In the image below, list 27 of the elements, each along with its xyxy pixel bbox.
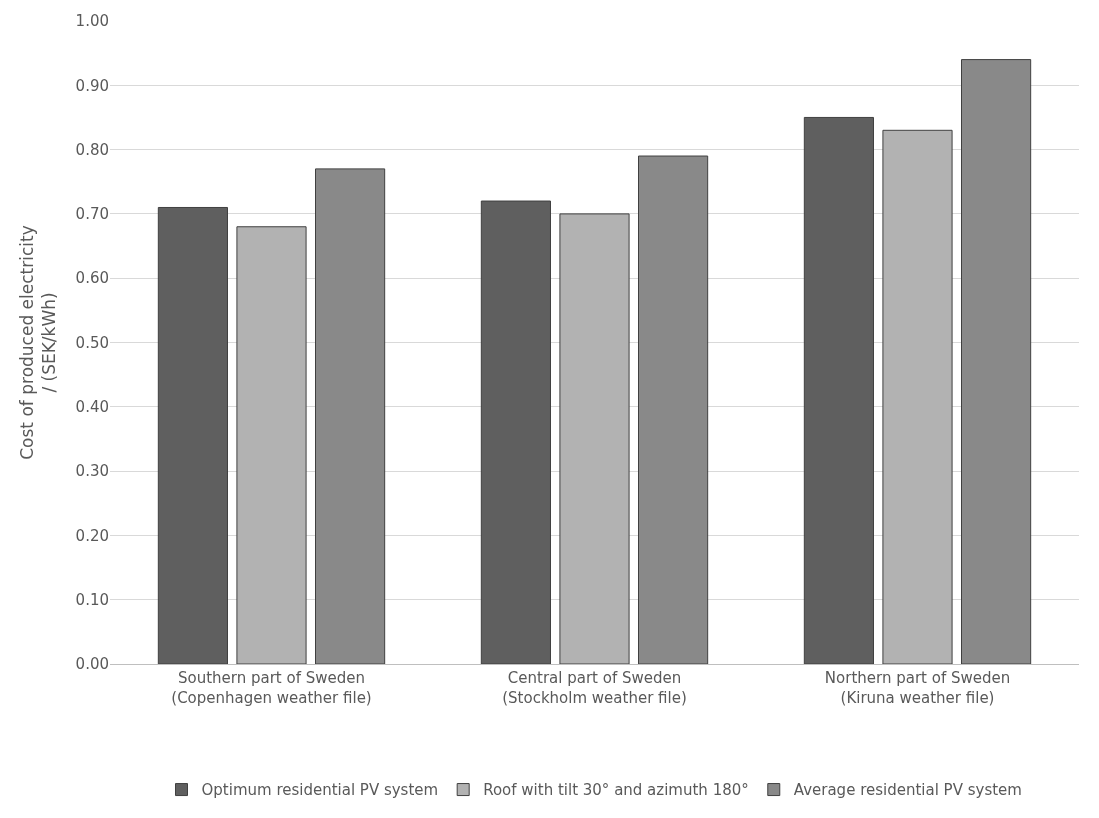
bar <box>803 116 874 664</box>
y-tick-label: 0.20 <box>75 526 109 545</box>
y-tick-label: 1.00 <box>75 12 109 31</box>
bar <box>638 155 709 664</box>
bar <box>236 226 307 664</box>
y-tick-label: 0.30 <box>75 462 109 481</box>
bar <box>559 213 630 664</box>
bar <box>961 59 1032 664</box>
x-tick-label: Central part of Sweden (Stockholm weather file) <box>502 669 687 707</box>
x-tick-label: Southern part of Sweden (Copenhagen weather file) <box>171 669 372 707</box>
y-tick-label: 0.40 <box>75 398 109 417</box>
y-tick-label: 0.00 <box>75 655 109 674</box>
bar <box>157 206 228 664</box>
legend-label: Roof with tilt 30° and azimuth 180° <box>483 781 749 800</box>
y-axis-title: Cost of produced electricity / (SEK/kWh) <box>17 225 60 460</box>
y-tick-label: 0.50 <box>75 333 109 352</box>
legend-label: Optimum residential PV system <box>201 781 439 800</box>
bar <box>315 168 386 664</box>
y-tick-label: 0.80 <box>75 140 109 159</box>
y-tick-label: 0.10 <box>75 590 109 609</box>
x-tick-label: Northern part of Sweden (Kiruna weather file) <box>824 669 1011 707</box>
y-tick-label: 0.90 <box>75 76 109 95</box>
y-tick-label: 0.70 <box>75 205 109 224</box>
bar <box>480 200 551 664</box>
y-tick-label: 0.60 <box>75 269 109 288</box>
bar <box>882 129 953 664</box>
legend-label: Average residential PV system <box>793 781 1022 800</box>
